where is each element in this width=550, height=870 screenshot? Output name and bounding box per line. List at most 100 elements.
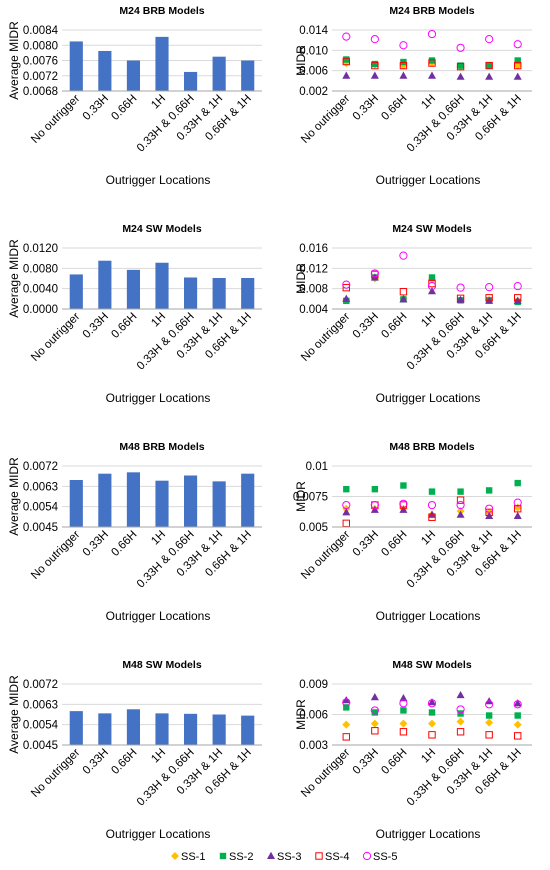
bar	[155, 262, 169, 309]
data-point	[456, 72, 465, 80]
x-tick-label: No outrigger	[299, 529, 352, 582]
data-point	[399, 41, 408, 50]
y-tick-label: 0.010	[299, 45, 328, 57]
y-tick-label: 0.0080	[23, 263, 58, 275]
data-point	[513, 40, 522, 49]
data-point	[342, 696, 351, 704]
y-tick-label: 0.0063	[23, 481, 58, 493]
data-point	[370, 505, 379, 513]
data-point	[342, 500, 351, 510]
data-point	[399, 499, 408, 508]
data-point	[399, 251, 408, 260]
x-tick-label: 0.66H	[379, 747, 409, 777]
x-axis-label: Outrigger Locations	[106, 827, 211, 841]
x-tick-label: No outrigger	[299, 311, 352, 364]
data-point	[428, 731, 436, 739]
y-axis-label: MIDR	[294, 263, 308, 294]
data-point	[456, 62, 465, 71]
data-point	[343, 485, 350, 493]
x-tick-label: 1H	[149, 529, 168, 548]
chart-m24-sw-scatter: M24 SW Models 0.004 0.008 0.012 0.016 MIDR No …	[294, 223, 532, 405]
y-tick-label: 0.008	[299, 284, 328, 296]
data-point	[513, 61, 522, 70]
data-point	[370, 719, 379, 728]
bar	[212, 277, 226, 309]
legend-label: SS-2	[229, 851, 253, 863]
x-tick-label: 1H	[149, 311, 168, 330]
y-tick-label: 0.014	[299, 25, 328, 37]
data-point	[514, 712, 521, 719]
chart-m48-sw-scatter: M48 SW Models 0.003 0.006 0.009 MIDR No outri…	[294, 659, 532, 841]
chart-m48-brb-average: M48 BRB Models 0.0045 0.0054 0.0063 0.0072Av…	[7, 441, 262, 623]
data-point	[342, 283, 350, 292]
data-point	[399, 295, 408, 303]
data-point	[399, 505, 408, 513]
bar	[69, 41, 83, 91]
data-point	[371, 60, 379, 68]
bar	[155, 36, 169, 91]
bar	[98, 713, 112, 745]
data-point	[485, 296, 494, 304]
bar	[241, 473, 255, 527]
x-tick-label: 0.33H	[81, 747, 111, 777]
bar	[69, 480, 83, 527]
x-axis-label: Outrigger Locations	[106, 609, 211, 623]
y-tick-label: 0.0054	[23, 720, 59, 732]
chart-m48-sw-average: M48 SW Models 0.0045 0.0054 0.0063 0.0072Ave…	[7, 659, 262, 841]
y-tick-label: 0.002	[299, 86, 328, 98]
x-tick-label: 0.66H	[109, 93, 139, 123]
data-point	[485, 504, 494, 513]
y-tick-label: 0.016	[299, 243, 328, 255]
data-point	[513, 511, 522, 520]
data-point	[456, 690, 465, 699]
bar	[184, 475, 198, 527]
chart-m24-brb-scatter: M24 BRB Models 0.002 0.006 0.010 0.014 MIDR No…	[294, 5, 532, 187]
x-tick-label: 0.33H	[351, 311, 381, 341]
data-point	[513, 699, 522, 707]
y-tick-label: 0.0076	[23, 56, 58, 68]
data-point	[399, 61, 408, 70]
data-point	[428, 287, 436, 295]
x-tick-label: 0.66H	[379, 93, 409, 123]
x-tick-label: 0.66H	[379, 529, 409, 559]
data-point	[514, 61, 522, 70]
data-point	[456, 43, 465, 52]
data-point	[513, 700, 522, 709]
data-point	[342, 280, 351, 289]
legend-marker	[315, 852, 323, 860]
data-point	[485, 487, 493, 494]
data-point	[343, 56, 350, 63]
data-point	[513, 720, 522, 729]
data-point	[514, 294, 522, 302]
y-tick-label: 0.0075	[293, 492, 328, 504]
y-tick-label: 0.012	[299, 263, 328, 275]
bar	[126, 472, 140, 527]
data-point	[513, 296, 522, 304]
bar	[212, 714, 226, 745]
data-point	[371, 485, 379, 493]
data-point	[513, 282, 522, 291]
bar	[184, 713, 198, 745]
data-point	[485, 61, 493, 70]
y-axis-label: Average MIDR	[7, 675, 21, 754]
data-point	[485, 62, 493, 69]
data-point	[370, 706, 379, 715]
chart-title: M24 BRB Models	[119, 5, 204, 17]
legend-label: SS-5	[373, 851, 397, 863]
data-point	[427, 282, 437, 291]
data-point	[513, 498, 522, 507]
x-axis-label: Outrigger Locations	[106, 173, 211, 187]
y-tick-label: 0.005	[299, 522, 328, 534]
data-point	[456, 500, 465, 510]
y-tick-label: 0.006	[299, 710, 328, 722]
data-point	[370, 693, 379, 701]
data-point	[371, 727, 379, 735]
x-tick-label: 0.33H	[81, 311, 111, 341]
data-point	[427, 29, 437, 39]
y-tick-label: 0.003	[299, 740, 328, 752]
data-point	[342, 519, 350, 528]
bar	[155, 480, 169, 527]
x-tick-label: No outrigger	[299, 93, 352, 146]
legend-label: SS-1	[181, 851, 205, 863]
